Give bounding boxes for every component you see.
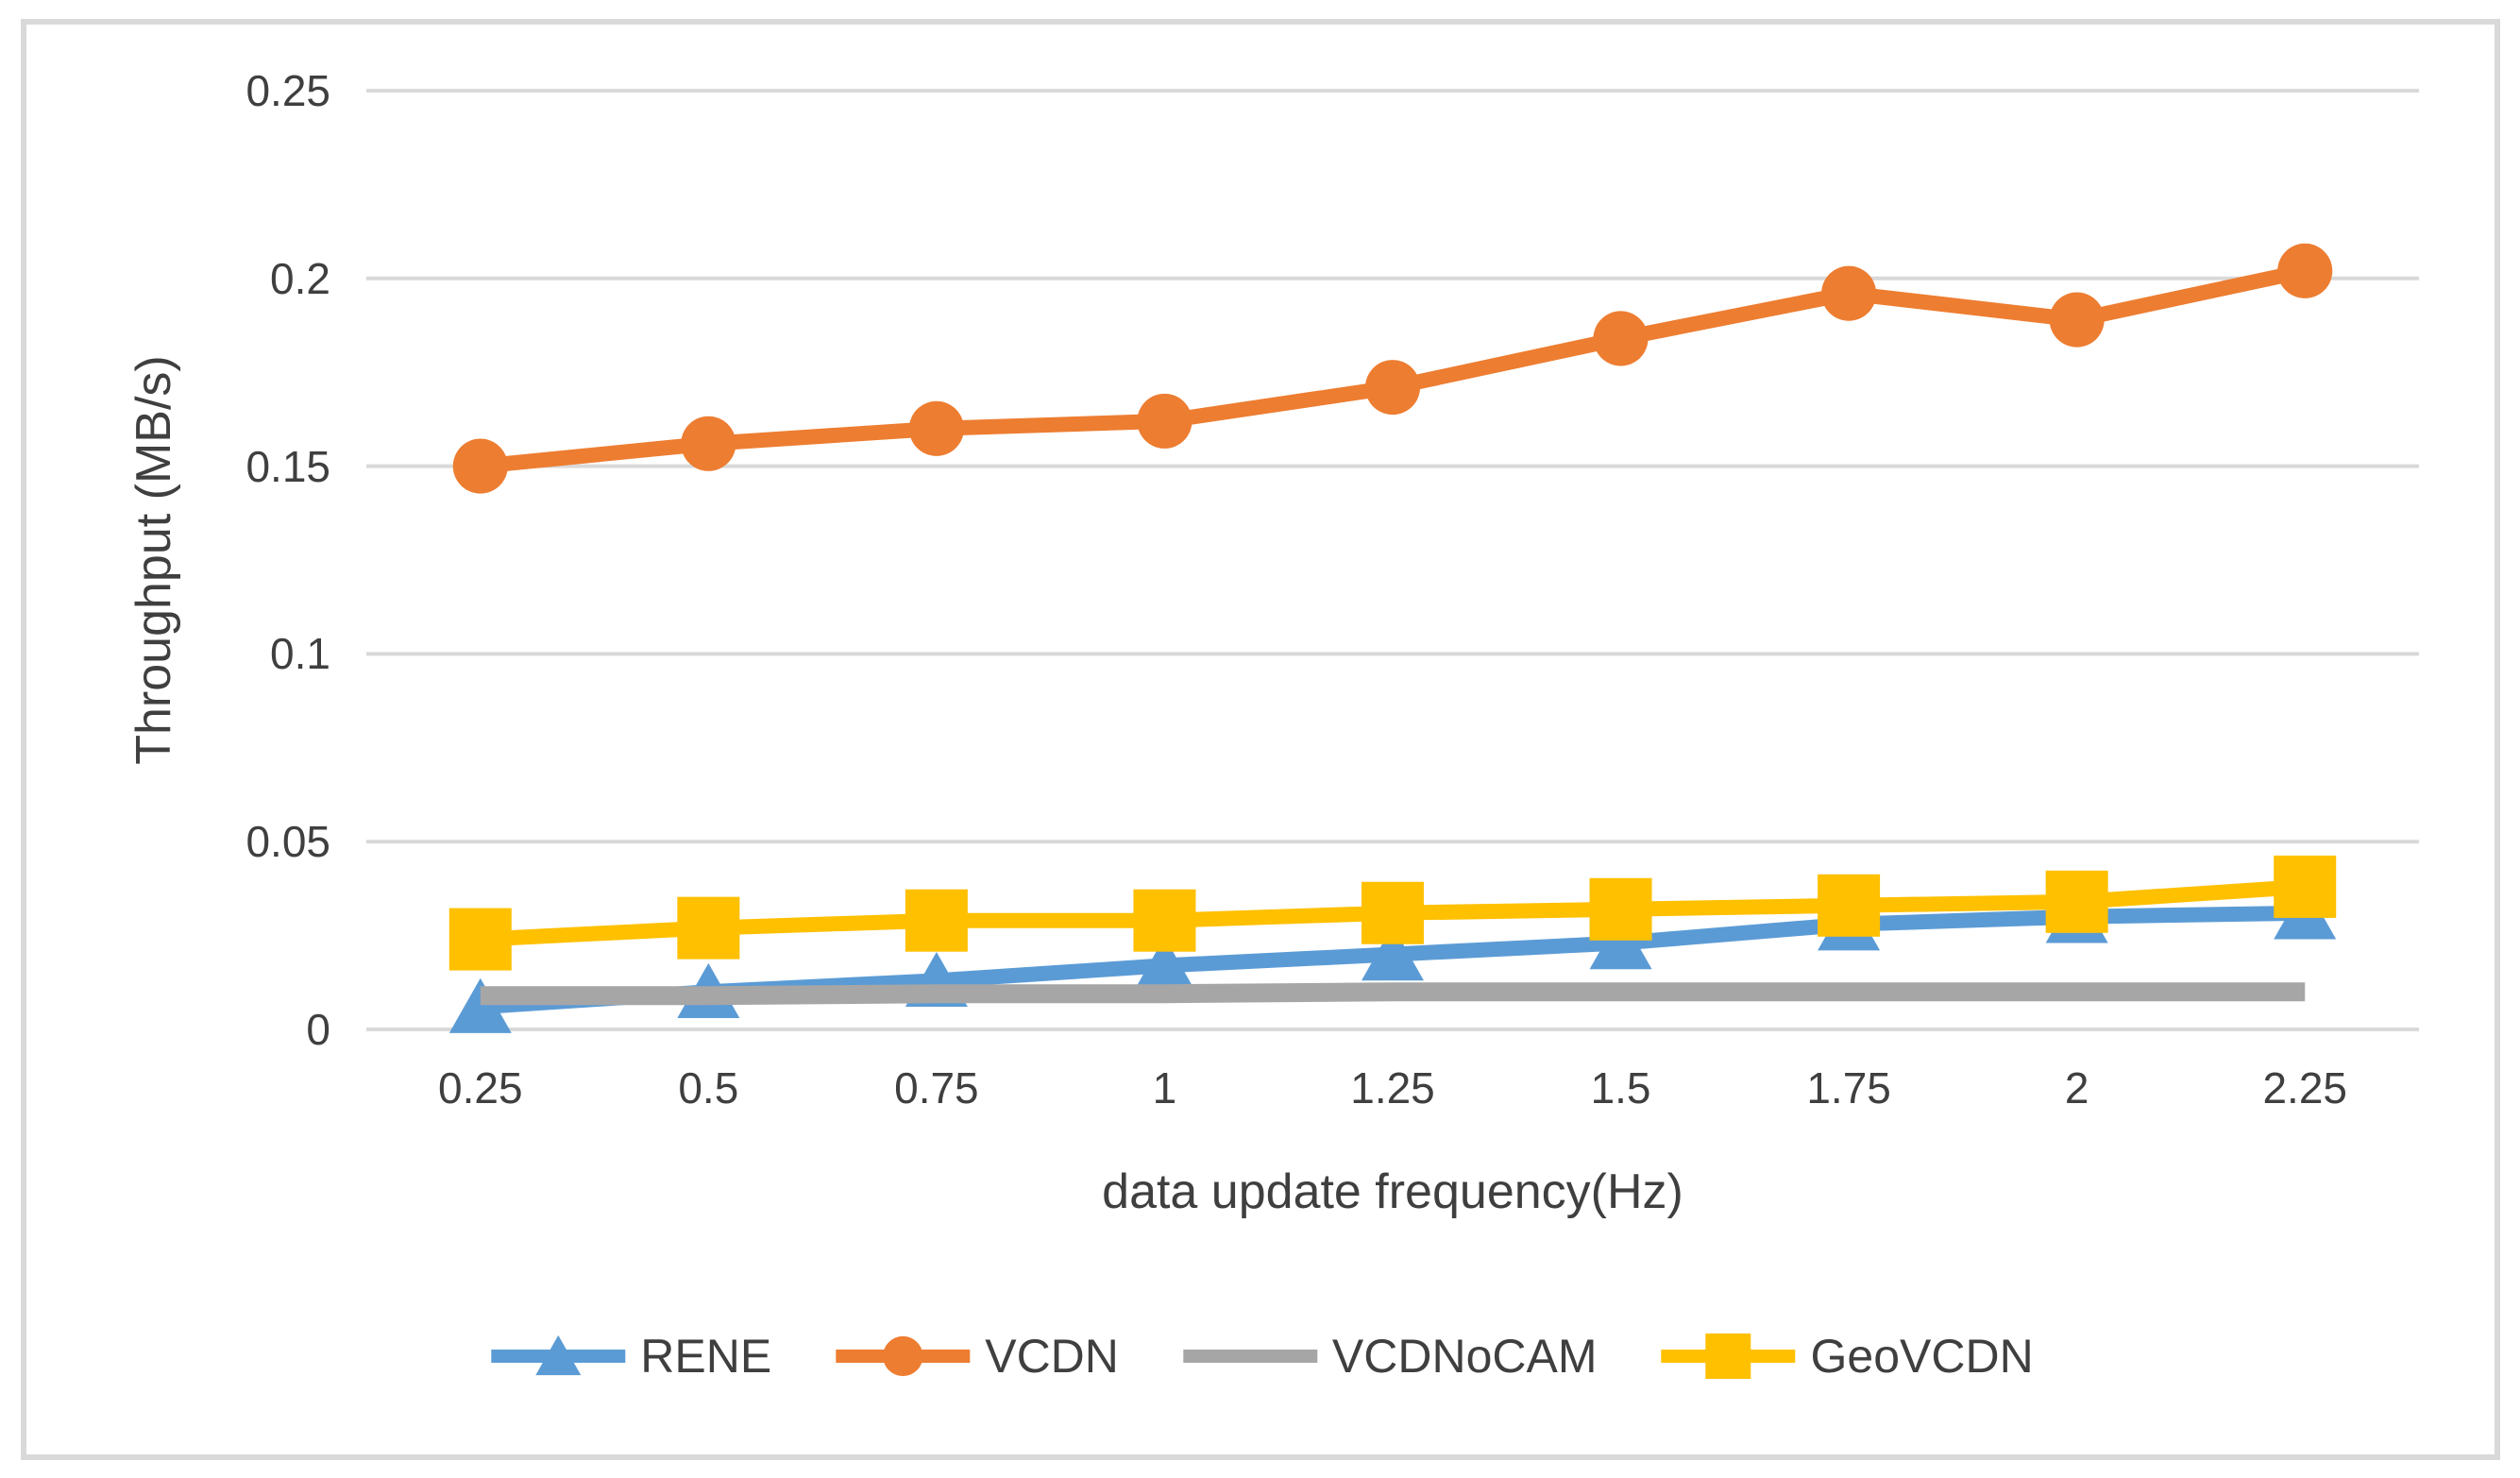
- data-point-vcdn-2.25: [2277, 243, 2333, 298]
- data-point-rene-1: [1133, 937, 1196, 993]
- data-point-vcdn-1.25: [1364, 360, 1421, 416]
- line-marker-icon: [1182, 1350, 1317, 1363]
- x-tick-label-1.25: 1.25: [1350, 1063, 1435, 1113]
- x-tick-label-2: 2: [2064, 1063, 2089, 1113]
- data-point-geovcdn-0.5: [677, 896, 740, 960]
- legend-label-geovcdn: GeoVCDN: [1810, 1330, 2034, 1383]
- y-tick-label-0: 0: [306, 1005, 330, 1054]
- data-point-geovcdn-1.75: [1818, 874, 1881, 937]
- y-tick-label-0.2: 0.2: [270, 253, 330, 303]
- x-axis-title: data update frequency(Hz): [1102, 1164, 1683, 1219]
- x-tick-label-1.5: 1.5: [1590, 1063, 1651, 1113]
- y-tick-label-0.1: 0.1: [270, 629, 330, 679]
- triangle-marker-icon: [491, 1334, 626, 1376]
- data-point-geovcdn-0.25: [448, 908, 512, 971]
- square-marker-icon: [1661, 1334, 1796, 1379]
- data-point-vcdn-0.5: [681, 416, 736, 471]
- legend-marker-rene: [535, 1334, 582, 1376]
- legend-item-vcdn: VCDN: [832, 1326, 1119, 1386]
- data-point-rene-1.5: [1589, 914, 1652, 970]
- data-point-geovcdn-0.75: [905, 889, 968, 952]
- data-point-geovcdn-1.5: [1589, 877, 1652, 941]
- legend-item-geovcdn: GeoVCDN: [1658, 1326, 2034, 1386]
- data-point-vcdn-1: [1137, 393, 1192, 449]
- x-tick-label-1.75: 1.75: [1806, 1063, 1891, 1113]
- y-tick-label-0.05: 0.05: [245, 817, 330, 867]
- circle-marker-icon: [836, 1335, 971, 1377]
- series-line-vcdnocam: [480, 982, 2306, 1006]
- x-tick-label-1: 1: [1152, 1063, 1177, 1113]
- y-tick-label-0.25: 0.25: [245, 66, 330, 115]
- data-point-geovcdn-1.25: [1361, 881, 1424, 944]
- y-axis-title: Throughput (MB/s): [127, 355, 181, 765]
- y-tick-label-0.15: 0.15: [245, 441, 330, 491]
- legend-marker-geovcdn: [1705, 1334, 1751, 1379]
- x-tick-label-0.75: 0.75: [894, 1063, 979, 1113]
- data-point-vcdn-1.75: [1821, 265, 1877, 321]
- legend-label-rene: RENE: [640, 1330, 772, 1383]
- data-point-geovcdn-2.25: [2274, 855, 2337, 918]
- legend-marker-vcdn: [883, 1335, 923, 1377]
- x-tick-label-0.25: 0.25: [438, 1063, 523, 1113]
- data-point-rene-0.25: [448, 977, 512, 1033]
- legend-label-vcdnocam: VCDNoCAM: [1331, 1330, 1598, 1383]
- data-point-vcdn-2: [2049, 292, 2105, 348]
- legend-item-rene: RENE: [487, 1326, 771, 1386]
- data-point-geovcdn-1: [1133, 889, 1196, 952]
- chart-frame-border: [21, 19, 2500, 1460]
- data-point-vcdn-0.75: [908, 400, 964, 456]
- data-point-geovcdn-2: [2045, 870, 2108, 933]
- data-point-vcdn-1.5: [1593, 311, 1649, 366]
- x-tick-label-2.25: 2.25: [2262, 1063, 2347, 1113]
- data-point-rene-1.25: [1361, 926, 1424, 981]
- data-point-vcdn-0.25: [452, 438, 508, 494]
- legend-item-vcdnocam: VCDNoCAM: [1179, 1326, 1598, 1386]
- x-tick-label-0.5: 0.5: [678, 1063, 739, 1113]
- legend: RENE VCDN VCDNoCAM GeoVCDN: [487, 1326, 2034, 1386]
- legend-label-vcdn: VCDN: [985, 1330, 1119, 1383]
